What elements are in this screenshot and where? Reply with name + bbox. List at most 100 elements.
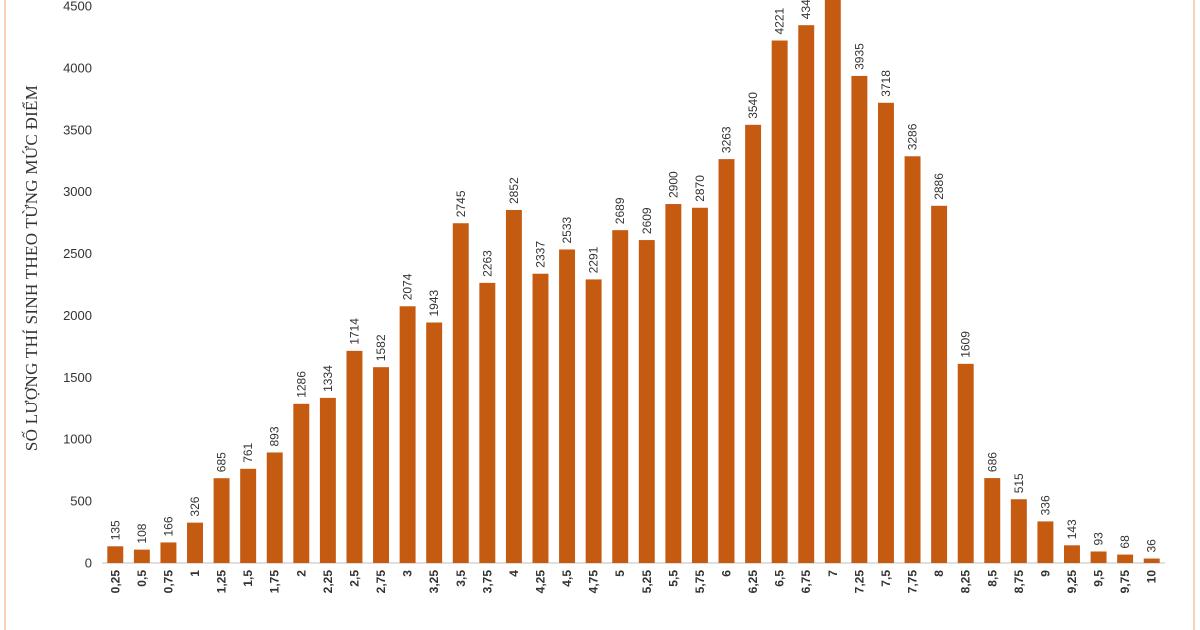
bar	[612, 230, 629, 563]
y-axis-ticks: 0 500 1000 1500 2000 2500 3000 3500 4000 4500	[63, 0, 92, 571]
x-tick-label: 0,5	[135, 570, 149, 587]
data-label: 2886	[932, 173, 946, 200]
bar	[187, 522, 203, 563]
data-label: 1943	[427, 289, 441, 316]
bar	[1010, 499, 1027, 563]
x-tick-label: 7,5	[879, 570, 893, 587]
bar	[957, 363, 974, 563]
bar	[931, 205, 948, 563]
data-label: 2533	[560, 216, 574, 243]
bar	[877, 102, 894, 563]
data-label: 686	[985, 452, 999, 472]
x-tick-label: 4,5	[560, 570, 574, 587]
bar	[266, 452, 283, 563]
data-label: 2337	[534, 241, 548, 268]
x-tick-label: 9,25	[1065, 570, 1079, 594]
data-label: 1582	[374, 334, 388, 361]
data-label: 1609	[959, 331, 973, 358]
bar	[160, 542, 177, 563]
data-label: 2074	[401, 273, 415, 300]
x-tick-label: 8,25	[959, 570, 973, 594]
bar	[373, 367, 389, 563]
bar	[532, 273, 549, 563]
bar	[1117, 554, 1134, 563]
x-tick-label: 0,25	[108, 570, 122, 594]
x-tick-label: 3,5	[454, 570, 468, 587]
x-tick-label: 3	[401, 570, 415, 577]
x-tick-label: 6,25	[746, 570, 760, 594]
bar	[452, 223, 469, 564]
x-tick-label: 2,5	[348, 570, 362, 587]
x-tick-label: 5,5	[666, 570, 680, 587]
data-label: 3718	[879, 70, 893, 97]
bar	[851, 75, 868, 564]
x-tick-label: 2	[294, 570, 308, 577]
y-tick-label: 500	[70, 494, 92, 509]
data-label: 2852	[507, 177, 521, 204]
y-tick-label: 2000	[63, 308, 92, 323]
data-label: 108	[135, 523, 149, 543]
y-tick-label: 2500	[63, 246, 92, 261]
bar	[399, 306, 416, 563]
data-label: 3935	[852, 43, 866, 70]
x-tick-label: 8,75	[1012, 570, 1026, 594]
data-label: 2900	[666, 171, 680, 198]
data-label: 68	[1118, 535, 1132, 549]
bar	[479, 282, 496, 563]
x-tick-label: 9,5	[1092, 570, 1106, 587]
x-tick-label: 4,25	[534, 570, 548, 594]
x-tick-label: 5,75	[693, 570, 707, 594]
data-label: 3286	[906, 123, 920, 150]
bar	[213, 478, 230, 563]
bar	[426, 322, 443, 563]
x-tick-label: 4	[507, 570, 521, 577]
y-tick-label: 4500	[63, 0, 92, 14]
data-label: 1334	[321, 365, 335, 392]
data-labels: 135 108 166 326 685 761 893 1286 1334 1714 1582 207…	[108, 0, 1158, 553]
x-tick-label: 6,75	[799, 570, 813, 594]
data-label: 685	[215, 452, 229, 472]
bar	[346, 350, 363, 563]
data-label: 336	[1038, 495, 1052, 515]
bar	[107, 546, 124, 563]
x-tick-label: 7	[826, 570, 840, 577]
x-tick-label: 5	[613, 570, 627, 577]
bar	[559, 249, 576, 563]
data-label: 93	[1092, 532, 1106, 546]
data-label: 2263	[480, 250, 494, 277]
x-tick-label: 3,75	[480, 570, 494, 594]
data-label: 135	[108, 520, 122, 540]
x-axis-ticks: 0,25 0,5 0,75 1 1,25 1,5 1,75 2 2,25 2,5 2,75 3 3,25…	[108, 570, 1158, 594]
x-tick-label: 8	[932, 570, 946, 577]
x-tick-label: 5,25	[640, 570, 654, 594]
y-tick-label: 1500	[63, 370, 92, 385]
bar	[293, 403, 310, 563]
bar	[665, 204, 682, 564]
bar	[691, 207, 708, 563]
data-label: 326	[188, 496, 202, 516]
x-tick-label: 1	[188, 570, 202, 577]
x-tick-label: 1,75	[268, 570, 282, 594]
x-tick-label: 3,25	[427, 570, 441, 594]
y-tick-label: 0	[85, 556, 92, 571]
x-tick-label: 7,25	[852, 570, 866, 594]
bar	[1090, 551, 1107, 563]
data-label: 1286	[294, 371, 308, 398]
bar	[904, 156, 921, 563]
x-tick-label: 4,75	[587, 570, 601, 594]
x-tick-label: 10	[1145, 570, 1159, 584]
data-label: 1714	[348, 318, 362, 345]
y-tick-label: 3500	[63, 122, 92, 137]
bar	[585, 279, 602, 563]
data-label: 166	[161, 516, 175, 536]
bar	[718, 159, 735, 564]
bar	[638, 240, 655, 563]
x-tick-label: 8,5	[985, 570, 999, 587]
y-axis-title: SỐ LƯỢNG THÍ SINH THEO TỪNG MỨC ĐIỂM	[22, 85, 41, 451]
x-tick-label: 2,75	[374, 570, 388, 594]
bar	[798, 25, 815, 563]
data-label: 2745	[454, 190, 468, 217]
bars	[107, 0, 1160, 564]
x-tick-label: 0,75	[161, 570, 175, 594]
